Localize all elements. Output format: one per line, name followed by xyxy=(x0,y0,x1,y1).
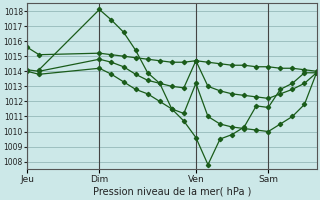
X-axis label: Pression niveau de la mer( hPa ): Pression niveau de la mer( hPa ) xyxy=(92,187,251,197)
